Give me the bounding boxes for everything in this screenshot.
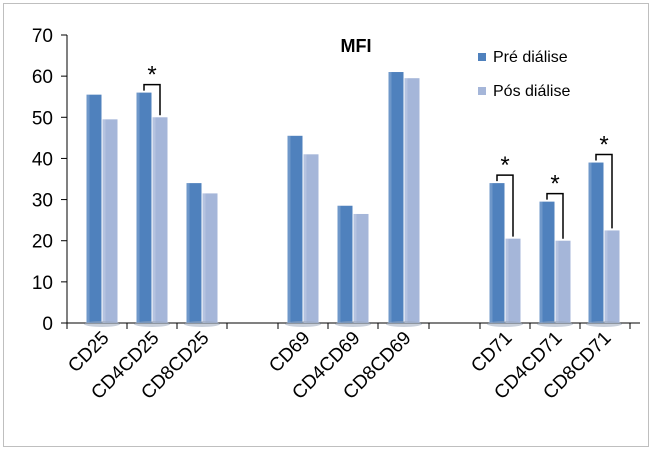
significance-star: * (550, 171, 559, 198)
significance-markers: * * * * (143, 62, 613, 239)
bar-highlight (489, 183, 493, 323)
legend-label: Pré diálise (493, 49, 568, 66)
bar-pre-cd69 (287, 135, 303, 323)
chart-title: MFI (341, 36, 372, 56)
bar-highlight (604, 230, 608, 323)
significance-bracket (496, 174, 514, 237)
bar-pos-cd71 (505, 238, 521, 323)
bar-pos-cd4cd69 (353, 213, 369, 323)
significance-star: * (599, 132, 608, 159)
bars (84, 72, 622, 327)
bar-base (335, 321, 371, 327)
y-tick-label: 40 (32, 149, 53, 170)
bar-pre-cd8cd25 (186, 183, 202, 323)
bar-highlight (152, 117, 156, 324)
legend-label: Pós diálise (493, 83, 570, 100)
bar-highlight (287, 135, 291, 323)
bar-pre-cd4cd69 (337, 205, 353, 323)
bar-highlight (337, 205, 341, 323)
bar-highlight (353, 213, 357, 323)
bar-highlight (505, 238, 509, 323)
bar-highlight (186, 183, 190, 323)
bar-highlight (136, 92, 140, 323)
bar-pos-cd25 (102, 119, 118, 323)
bar-highlight (202, 193, 206, 323)
bar-highlight (404, 78, 408, 323)
y-tick-label: 10 (32, 273, 53, 294)
bar-highlight (555, 240, 559, 323)
legend-swatch (478, 53, 486, 61)
bar-pre-cd71 (489, 183, 505, 323)
y-tick-label: 60 (32, 67, 53, 88)
y-tick-label: 70 (32, 26, 53, 47)
significance-star: * (500, 152, 509, 179)
bar-highlight (588, 162, 592, 323)
bar-base (285, 321, 321, 327)
significance-bracket (546, 192, 564, 239)
bar-pos-cd8cd69 (404, 78, 420, 323)
bar-highlight (539, 201, 543, 323)
legend-swatch (478, 87, 486, 95)
bar-pre-cd25 (86, 94, 102, 324)
y-tick-label: 50 (32, 108, 53, 129)
bar-base (487, 321, 523, 327)
bar-base (586, 321, 622, 327)
bar-base (184, 321, 220, 327)
y-tick-label: 30 (32, 191, 53, 212)
bar-pre-cd8cd69 (388, 72, 404, 324)
legend: Pré diálise Pós diálise (478, 49, 570, 100)
bar-pos-cd69 (303, 154, 319, 323)
bar-pre-cd4cd71 (539, 201, 555, 323)
bar-base (134, 321, 170, 327)
bar-pre-cd8cd71 (588, 162, 604, 323)
bar-highlight (303, 154, 307, 323)
significance-bracket (143, 83, 161, 116)
bar-pre-cd4cd25 (136, 92, 152, 323)
y-tick-label: 0 (42, 314, 53, 335)
bar-pos-cd4cd71 (555, 240, 571, 323)
significance-bracket (595, 153, 613, 229)
bar-base (84, 321, 120, 327)
bar-highlight (102, 119, 106, 323)
bar-pos-cd8cd25 (202, 193, 218, 323)
bar-pos-cd4cd25 (152, 117, 168, 324)
significance-star: * (147, 62, 156, 89)
y-tick-label: 20 (32, 232, 53, 253)
bar-highlight (86, 94, 90, 324)
bar-pos-cd8cd71 (604, 230, 620, 323)
bar-base (386, 321, 422, 327)
bar-base (537, 321, 573, 327)
bar-highlight (388, 72, 392, 324)
